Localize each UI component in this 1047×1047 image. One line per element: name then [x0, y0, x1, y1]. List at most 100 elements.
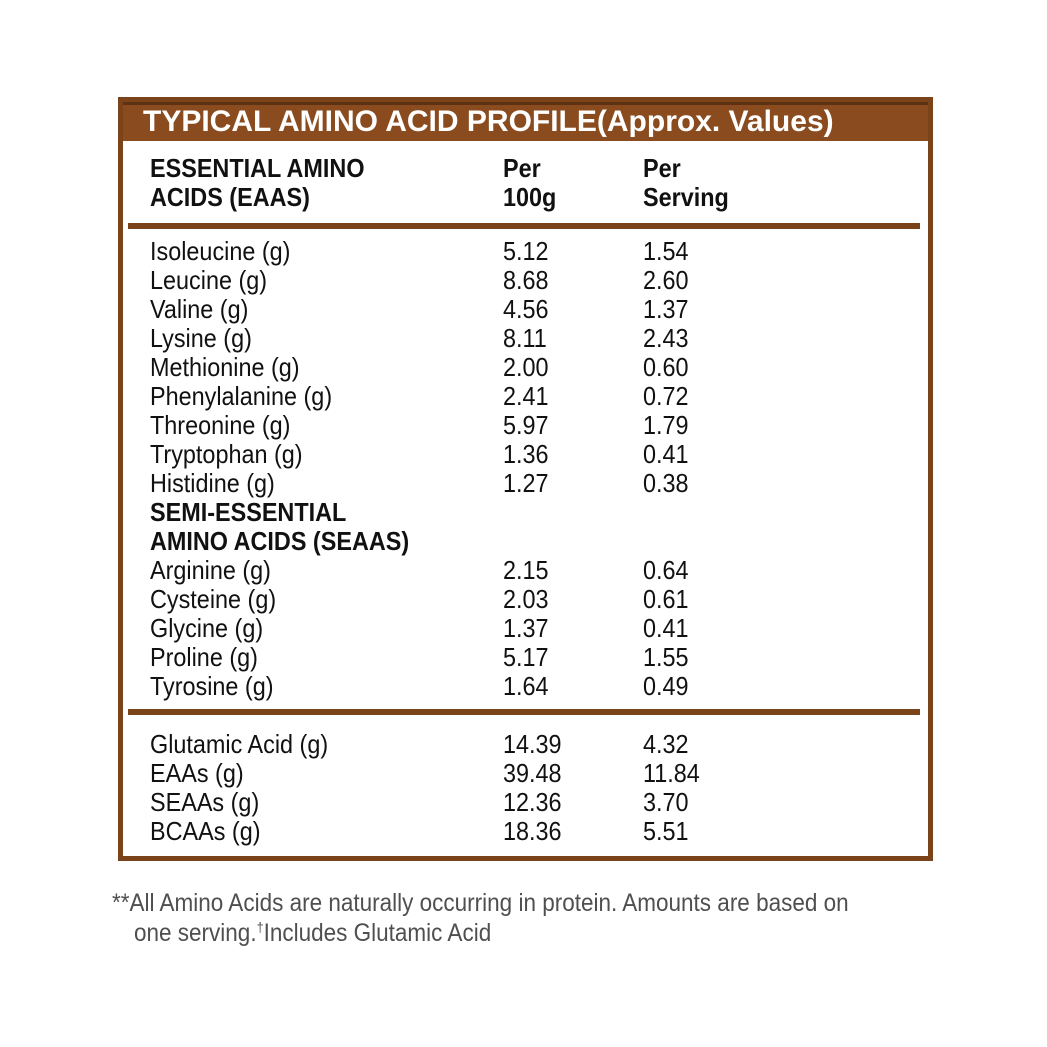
per-serving-value: 1.54 — [643, 236, 689, 266]
per-100g-value: 1.37 — [503, 613, 549, 643]
per-100g-value: 12.36 — [503, 787, 562, 817]
per-100g-value: 2.41 — [503, 381, 549, 411]
divider-top-rule — [128, 223, 920, 229]
table-row: Valine (g) 4.56 1.37 — [150, 295, 922, 324]
per-100g-value: 39.48 — [503, 758, 562, 788]
seaa-header-line1: SEMI-ESSENTIAL — [150, 497, 347, 527]
per-100g-value: 1.27 — [503, 468, 549, 498]
per-serving-value: 3.70 — [643, 787, 689, 817]
table-content: ESSENTIAL AMINO ACIDS (EAAS) Per 100g Pe… — [123, 141, 928, 856]
per-100g-value: 5.97 — [503, 410, 549, 440]
table-row: Leucine (g) 8.68 2.60 — [150, 266, 922, 295]
column-header-per-100g: Per 100g — [503, 154, 643, 212]
per-serving-value: 0.49 — [643, 671, 689, 701]
per-serving-value: 1.79 — [643, 410, 689, 440]
amino-acid-name: Valine (g) — [150, 294, 249, 324]
column-header-eaas-line1: ESSENTIAL AMINO — [150, 153, 365, 183]
table-row: Tryptophan (g) 1.36 0.41 — [150, 440, 922, 469]
per-serving-value: 0.61 — [643, 584, 689, 614]
eaa-rows: Isoleucine (g) 5.12 1.54 Leucine (g) 8.68 2.6… — [150, 237, 922, 498]
table-row: Isoleucine (g) 5.12 1.54 — [150, 237, 922, 266]
amino-acid-name: BCAAs (g) — [150, 816, 261, 846]
column-header-eaas-line2: ACIDS (EAAS) — [150, 182, 310, 212]
per-100g-value: 2.03 — [503, 584, 549, 614]
column-header-row: ESSENTIAL AMINO ACIDS (EAAS) Per 100g Pe… — [150, 154, 922, 212]
amino-acid-name: Cysteine (g) — [150, 584, 277, 614]
per-100g-value: 5.12 — [503, 236, 549, 266]
footnote-line2: one serving.†Includes Glutamic Acid — [112, 918, 972, 948]
seaa-header-line2: AMINO ACIDS (SEAAS) — [150, 526, 410, 556]
dagger-symbol: † — [256, 919, 264, 935]
footnote-line2-prefix: one serving. — [134, 919, 257, 947]
footnote-line2-suffix: Includes Glutamic Acid — [263, 919, 492, 947]
per-100g-value: 14.39 — [503, 729, 562, 759]
amino-acid-name: Arginine (g) — [150, 555, 271, 585]
per-serving-value: 1.37 — [643, 294, 689, 324]
per-serving-value: 11.84 — [643, 758, 700, 788]
table-row: Threonine (g) 5.97 1.79 — [150, 411, 922, 440]
amino-acid-name: Tryptophan (g) — [150, 439, 303, 469]
amino-acid-name: Leucine (g) — [150, 265, 268, 295]
table-title-bar: TYPICAL AMINO ACID PROFILE(Approx. Value… — [123, 102, 928, 141]
table-row: BCAAs (g) 18.36 5.51 — [150, 817, 922, 846]
table-row: Glycine (g) 1.37 0.41 — [150, 614, 922, 643]
per-serving-value: 0.64 — [643, 555, 689, 585]
amino-acid-name: Tyrosine (g) — [150, 671, 274, 701]
amino-acid-name: EAAs (g) — [150, 758, 244, 788]
per-serving-value: 0.72 — [643, 381, 689, 411]
amino-acid-name: Histidine (g) — [150, 468, 275, 498]
column-header-per-100g-line1: Per — [503, 153, 541, 183]
column-header-per-serving-line1: Per — [643, 153, 681, 183]
amino-acid-name: Isoleucine (g) — [150, 236, 291, 266]
per-serving-value: 0.38 — [643, 468, 689, 498]
per-serving-value: 0.41 — [643, 613, 689, 643]
per-serving-value: 2.43 — [643, 323, 689, 353]
divider-bottom-rule — [128, 709, 920, 715]
column-header-per-100g-line2: 100g — [503, 182, 557, 212]
amino-acid-name: SEAAs (g) — [150, 787, 260, 817]
per-serving-value: 0.60 — [643, 352, 689, 382]
table-row: Proline (g) 5.17 1.55 — [150, 643, 922, 672]
footnote: **All Amino Acids are naturally occurrin… — [112, 888, 972, 948]
amino-acid-name: Threonine (g) — [150, 410, 291, 440]
footnote-line1: **All Amino Acids are naturally occurrin… — [112, 889, 849, 917]
amino-acid-name: Proline (g) — [150, 642, 258, 672]
table-row: Phenylalanine (g) 2.41 0.72 — [150, 382, 922, 411]
table-row: Methionine (g) 2.00 0.60 — [150, 353, 922, 382]
table-row: Histidine (g) 1.27 0.38 — [150, 469, 922, 498]
amino-acid-profile-panel: TYPICAL AMINO ACID PROFILE(Approx. Value… — [118, 97, 933, 861]
per-serving-value: 1.55 — [643, 642, 689, 672]
column-header-per-serving-line2: Serving — [643, 182, 729, 212]
per-100g-value: 8.11 — [503, 323, 547, 353]
per-serving-value: 2.60 — [643, 265, 689, 295]
column-header-eaas: ESSENTIAL AMINO ACIDS (EAAS) — [150, 154, 503, 212]
amino-acid-name: Lysine (g) — [150, 323, 252, 353]
per-serving-value: 5.51 — [643, 816, 689, 846]
table-row: EAAs (g) 39.48 11.84 — [150, 759, 922, 788]
amino-acid-name: Glycine (g) — [150, 613, 264, 643]
per-100g-value: 8.68 — [503, 265, 549, 295]
amino-acid-name: Phenylalanine (g) — [150, 381, 333, 411]
per-serving-value: 4.32 — [643, 729, 689, 759]
seaa-section-header: SEMI-ESSENTIAL AMINO ACIDS (SEAAS) — [150, 498, 922, 556]
per-100g-value: 1.36 — [503, 439, 549, 469]
column-header-per-serving: Per Serving — [643, 154, 922, 212]
table-row: Lysine (g) 8.11 2.43 — [150, 324, 922, 353]
amino-acid-name: Glutamic Acid (g) — [150, 729, 329, 759]
per-100g-value: 1.64 — [503, 671, 549, 701]
seaa-rows: Arginine (g) 2.15 0.64 Cysteine (g) 2.03 0.61… — [150, 556, 922, 701]
table-row: Tyrosine (g) 1.64 0.49 — [150, 672, 922, 701]
per-100g-value: 18.36 — [503, 816, 562, 846]
table-row: SEAAs (g) 12.36 3.70 — [150, 788, 922, 817]
summary-rows: Glutamic Acid (g) 14.39 4.32 EAAs (g) 39.48 1… — [150, 730, 922, 846]
table-row: Glutamic Acid (g) 14.39 4.32 — [150, 730, 922, 759]
per-100g-value: 2.00 — [503, 352, 549, 382]
per-100g-value: 2.15 — [503, 555, 549, 585]
table-row: Arginine (g) 2.15 0.64 — [150, 556, 922, 585]
table-row: Cysteine (g) 2.03 0.61 — [150, 585, 922, 614]
per-serving-value: 0.41 — [643, 439, 689, 469]
per-100g-value: 4.56 — [503, 294, 549, 324]
amino-acid-name: Methionine (g) — [150, 352, 300, 382]
per-100g-value: 5.17 — [503, 642, 549, 672]
